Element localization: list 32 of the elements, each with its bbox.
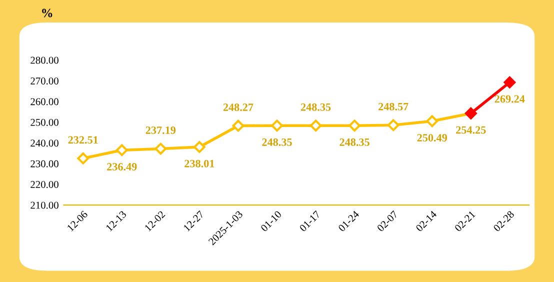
y-tick-label: 210.00 [30, 202, 58, 209]
data-label: 254.25 [456, 126, 486, 134]
y-tick-label: 250.00 [30, 118, 58, 126]
data-label: 237.19 [146, 126, 176, 134]
y-tick-label: 260.00 [30, 98, 58, 106]
point [504, 76, 516, 88]
data-label: 248.57 [378, 102, 408, 110]
point [232, 120, 244, 132]
y-axis-title: % [42, 8, 52, 18]
y-tick-label: 220.00 [30, 180, 58, 188]
point [77, 152, 90, 164]
point [154, 142, 167, 155]
y-tick-label: 240.00 [30, 140, 58, 147]
data-label: 248.35 [262, 138, 292, 146]
point [348, 120, 361, 132]
y-tick-label: 230.00 [30, 160, 58, 168]
data-label: 236.49 [107, 163, 137, 171]
point [193, 141, 206, 153]
point [310, 120, 322, 132]
point [426, 115, 438, 128]
y-tick-label: 270.00 [30, 77, 58, 85]
point [387, 119, 400, 132]
y-tick-label: 280.00 [30, 56, 58, 64]
data-label: 250.49 [417, 134, 447, 142]
data-label: 248.27 [223, 104, 254, 112]
point [116, 144, 128, 156]
data-label: 269.24 [494, 95, 525, 103]
data-label: 232.51 [68, 136, 98, 144]
data-label: 248.35 [340, 138, 370, 146]
point [271, 120, 283, 132]
data-label: 238.01 [184, 160, 214, 168]
data-label: 248.35 [300, 103, 331, 111]
